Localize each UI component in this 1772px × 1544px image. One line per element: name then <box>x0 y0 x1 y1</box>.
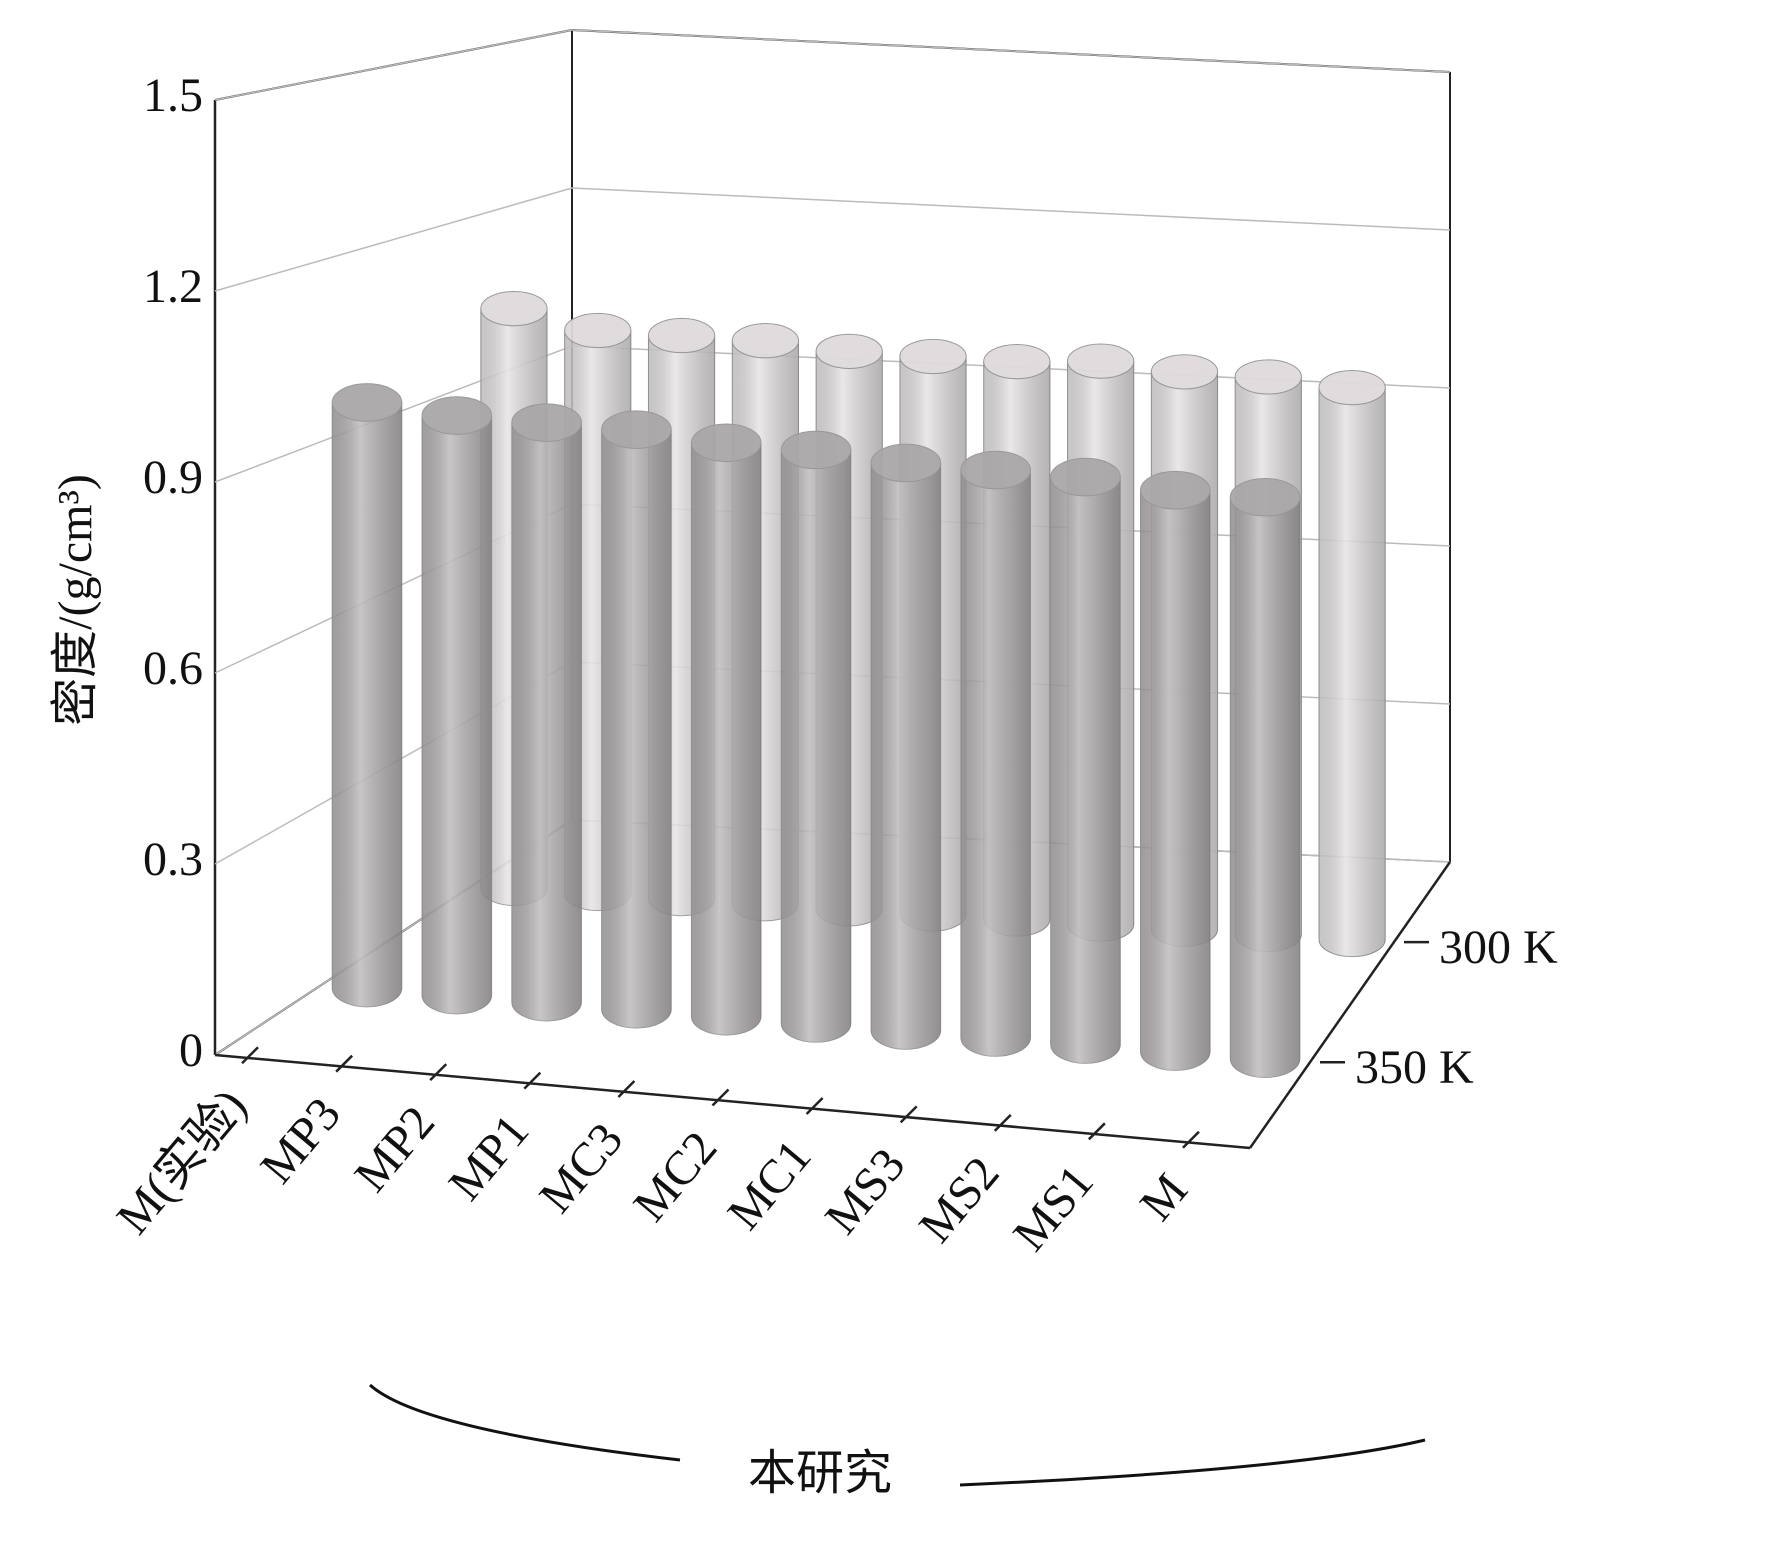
bar-shade <box>1050 477 1121 1064</box>
x-tick <box>805 1097 824 1115</box>
y-tick-label: 0.6 <box>143 642 203 695</box>
bar-top <box>690 423 762 463</box>
bar-shade <box>332 402 402 1007</box>
bar-top <box>870 443 942 483</box>
brace-right <box>959 1438 1426 1487</box>
bar-top <box>647 317 716 354</box>
bar-top <box>511 403 582 442</box>
x-tick <box>523 1071 542 1090</box>
bar-shade <box>871 462 941 1050</box>
y-tick-label: 0 <box>179 1024 203 1077</box>
bar-shade <box>1230 497 1300 1078</box>
x-tick-label: MP2 <box>344 1096 445 1202</box>
x-tick-label: MP3 <box>250 1088 351 1194</box>
x-tick <box>241 1046 259 1065</box>
bar-top <box>1067 343 1135 379</box>
x-tick-label: M <box>1130 1164 1198 1231</box>
x-tick <box>993 1113 1012 1132</box>
x-tick <box>899 1105 918 1124</box>
x-tick-label: MS2 <box>909 1147 1010 1253</box>
bar-shade <box>960 470 1031 1057</box>
bar-top <box>1050 457 1121 497</box>
x-tick-label: MS1 <box>1003 1155 1104 1261</box>
y-tick-label: 1.5 <box>143 69 203 122</box>
brace-left <box>368 1383 681 1462</box>
x-tick <box>617 1080 636 1098</box>
x-tick-label: MC2 <box>623 1122 727 1232</box>
x-tick-label: M(实验) <box>107 1079 257 1244</box>
bar-top <box>983 343 1051 380</box>
bar-top <box>780 430 852 470</box>
grid-line <box>214 187 1451 292</box>
bar-shade <box>1140 490 1211 1071</box>
bar-shade <box>511 422 582 1021</box>
bar-top <box>1234 359 1302 395</box>
bar-shade <box>1318 387 1386 957</box>
grid-line <box>214 29 1451 101</box>
depth-axis <box>1248 861 1452 1149</box>
bar-top <box>1139 470 1211 510</box>
bar-top <box>1229 477 1301 517</box>
bar-top <box>331 383 403 422</box>
annotation: 本研究 <box>748 1447 892 1500</box>
bar-top <box>1318 370 1386 406</box>
bar-top <box>815 333 883 369</box>
bar-shade <box>601 429 672 1029</box>
bar-top <box>601 410 672 450</box>
legend-label: 350 K <box>1355 1041 1474 1094</box>
x-tick-label: MS3 <box>815 1138 916 1244</box>
x-tick-label: MC1 <box>717 1130 821 1240</box>
x-tick <box>711 1088 730 1107</box>
bar-top <box>480 290 548 327</box>
bar-shade <box>691 442 762 1036</box>
bar-top <box>421 396 493 435</box>
legend-label: 300 K <box>1439 921 1558 974</box>
bar-shade <box>781 449 851 1043</box>
y-tick-label: 1.2 <box>143 260 203 313</box>
bar-top <box>731 323 800 359</box>
x-tick-label: MC3 <box>529 1113 633 1223</box>
bar-top <box>1150 354 1219 390</box>
bar-top <box>899 338 967 375</box>
bar-shade <box>422 415 492 1014</box>
y-tick-label: 0.3 <box>143 833 203 886</box>
bar-top <box>960 450 1031 490</box>
x-axis <box>214 1053 1251 1150</box>
y-tick-label: 0.9 <box>143 451 203 504</box>
x-tick <box>429 1063 448 1082</box>
x-tick-label: MP1 <box>439 1105 540 1211</box>
x-tick <box>1087 1122 1106 1141</box>
x-tick <box>335 1054 354 1073</box>
x-tick <box>1182 1130 1200 1149</box>
y-axis-title: 密度/(g/cm³) <box>49 474 102 726</box>
bar-top <box>564 312 632 349</box>
